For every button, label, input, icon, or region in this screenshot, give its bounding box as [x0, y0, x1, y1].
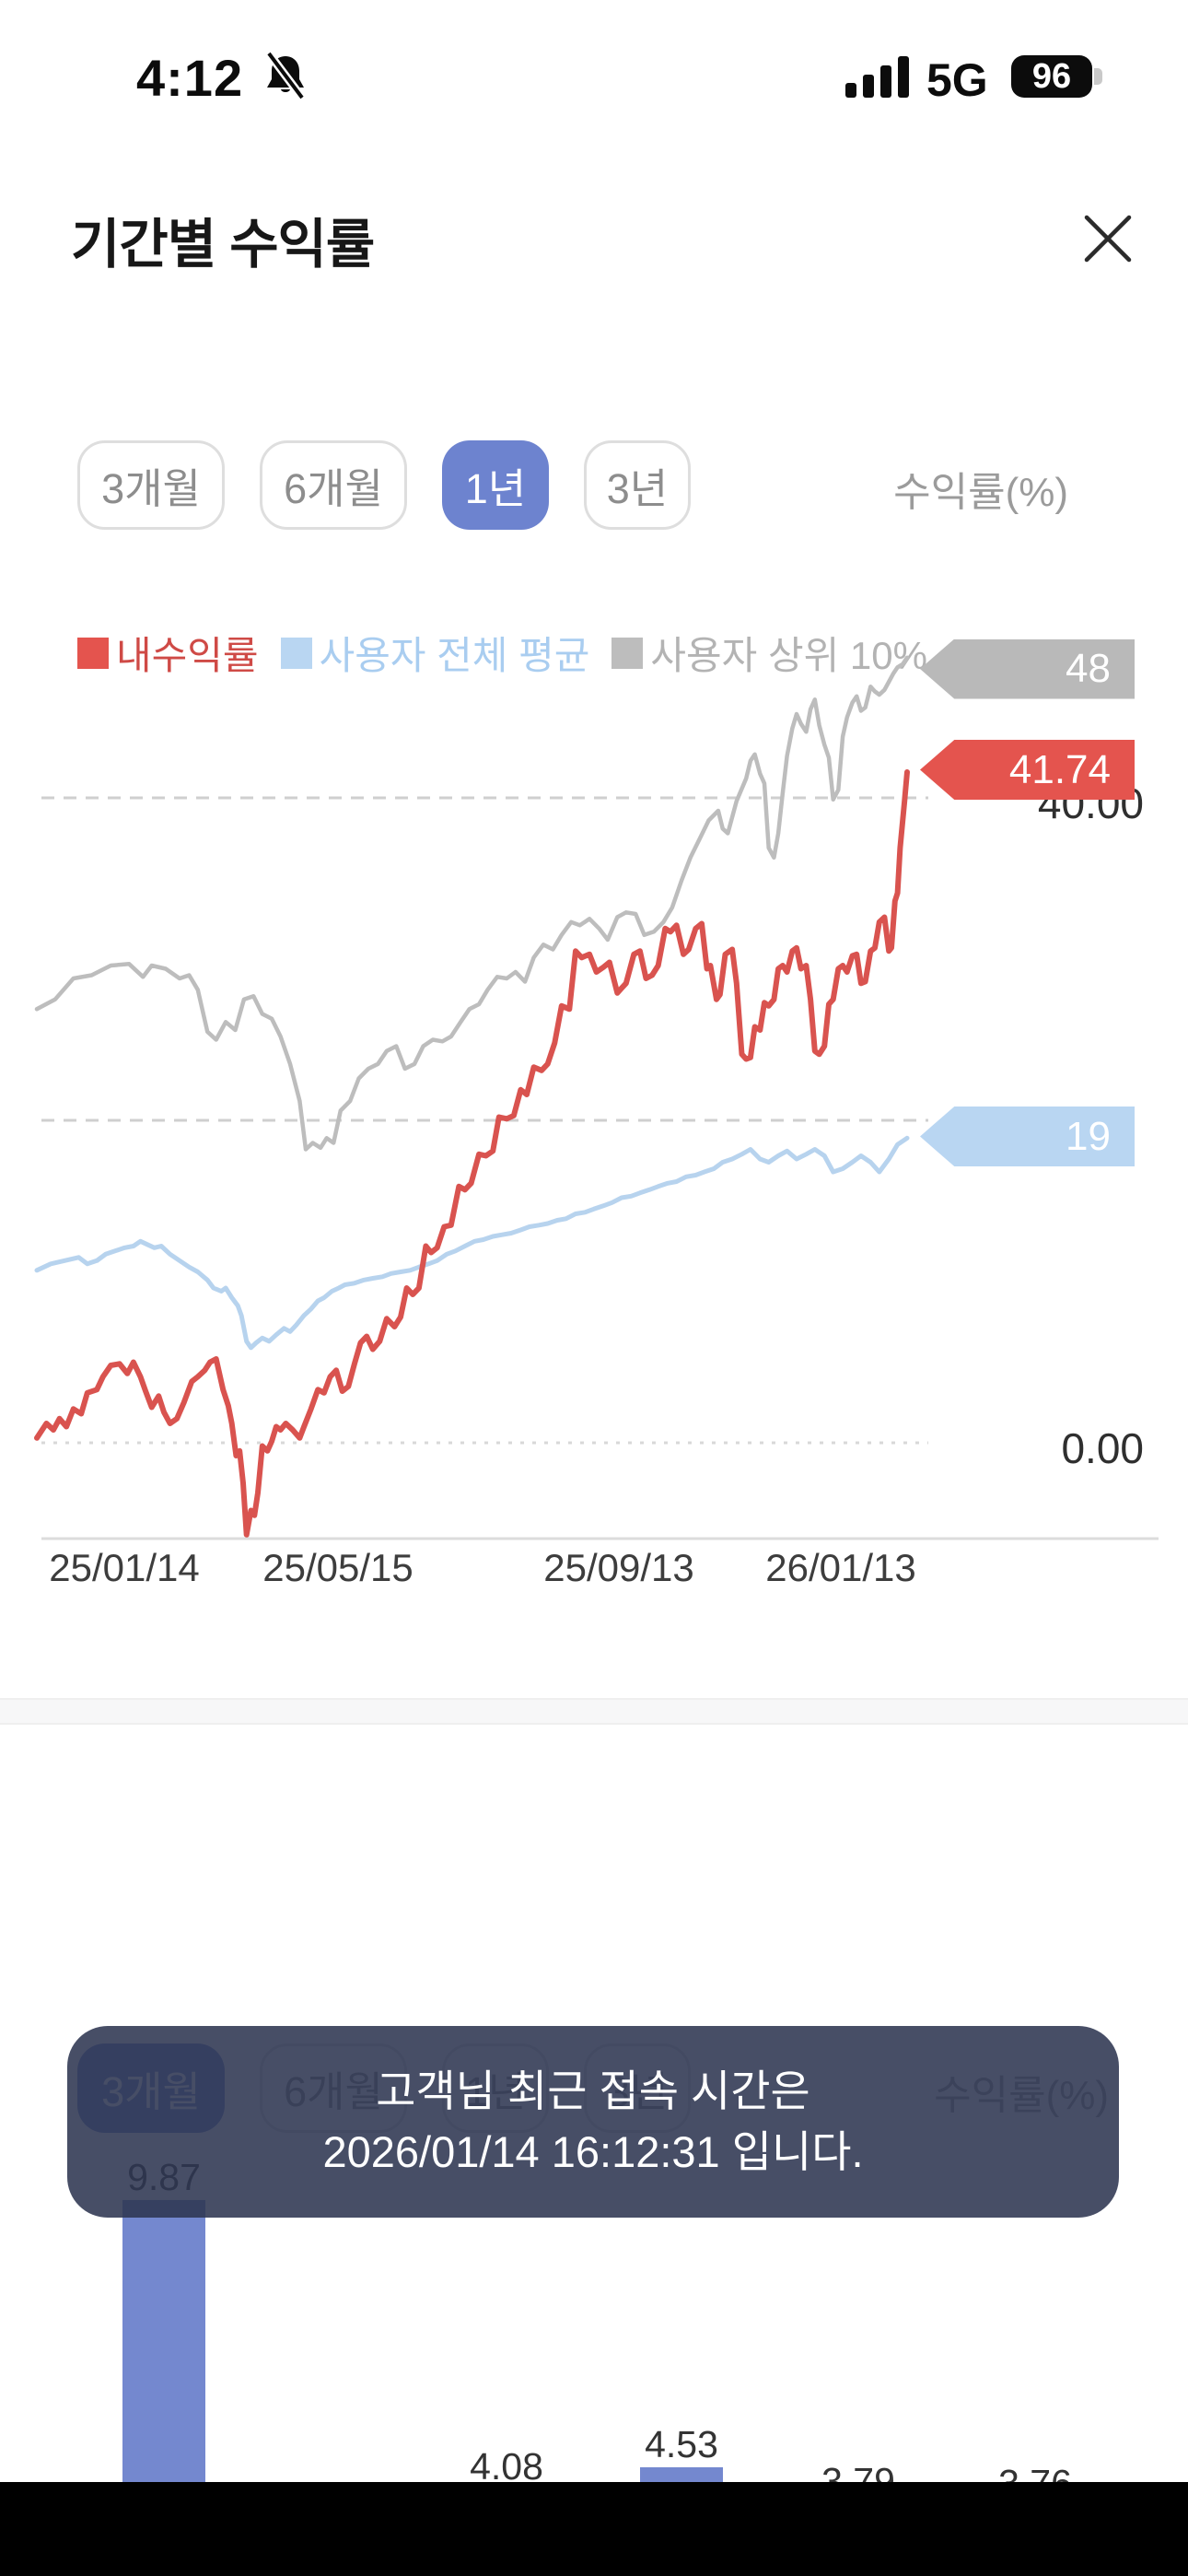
legend-label-top10: 사용자 상위 10%: [650, 634, 927, 677]
tab-3year[interactable]: 3년: [584, 440, 691, 530]
last-access-toast: 고객님 최근 접속 시간은 2026/01/14 16:12:31 입니다.: [67, 2026, 1119, 2218]
close-icon[interactable]: [1079, 210, 1136, 267]
value-tag-my-return-text: 41.74: [1008, 746, 1111, 792]
legend-swatch-red: [77, 637, 109, 669]
value-tag-average: 19: [920, 1107, 1135, 1166]
network-type-label: 5G: [926, 54, 988, 106]
unit-label: 수익률(%): [893, 470, 1068, 515]
legend-top10: 사용자 상위 10%: [611, 625, 927, 681]
toast-line2: 2026/01/14 16:12:31 입니다.: [322, 2127, 864, 2176]
legend-user-average: 사용자 전체 평균: [280, 625, 590, 681]
legend-label-my-return: 내수익률: [116, 634, 259, 677]
legend-label-user-average: 사용자 전체 평균: [319, 634, 590, 677]
returns-line-chart: [34, 655, 1159, 1540]
bar-value-label-1: 4.08: [470, 2445, 543, 2488]
x-tick-4: 26/01/13: [765, 1546, 916, 1589]
tab-6month-label: 6개월: [284, 465, 383, 512]
legend-swatch-blue: [280, 637, 312, 669]
tab-3year-label: 3년: [606, 465, 669, 512]
legend-swatch-gray: [611, 637, 644, 669]
value-tag-top10: 48: [920, 638, 1135, 699]
bottom-black-region: [0, 2482, 1188, 2576]
chart-legend: 내수익률 사용자 전체 평균 사용자 상위 10%: [77, 625, 949, 681]
tab-1year[interactable]: 1년: [442, 440, 549, 530]
x-tick-3: 25/09/13: [543, 1546, 694, 1589]
tab-1year-label: 1년: [464, 465, 527, 512]
x-tick-2: 25/05/15: [262, 1546, 413, 1589]
bar-value-label-2: 4.53: [645, 2423, 718, 2466]
value-tag-average-text: 19: [1066, 1113, 1111, 1159]
notifications-muted-icon: [265, 51, 306, 100]
tab-6month[interactable]: 6개월: [260, 440, 407, 530]
tab-3month-label: 3개월: [101, 465, 201, 512]
toast-line1: 고객님 최근 접속 시간은: [376, 2067, 810, 2115]
battery-icon: 96: [1011, 55, 1092, 98]
value-tag-my-return: 41.74: [920, 740, 1135, 801]
value-tag-top10-text: 48: [1066, 646, 1111, 691]
battery-percent: 96: [1031, 56, 1072, 96]
status-time: 4:12: [136, 49, 244, 107]
section-divider: [0, 1698, 1188, 1725]
signal-strength-icon: [845, 56, 909, 98]
series-average: [34, 1135, 910, 1351]
battery-nub: [1094, 68, 1102, 85]
y-axis-label-0: 0.00: [1061, 1424, 1144, 1472]
series-top10: [34, 655, 910, 1152]
x-tick-1: 25/01/14: [49, 1546, 200, 1589]
series-mine: [34, 769, 910, 1538]
tab-3month[interactable]: 3개월: [77, 440, 225, 530]
page-title: 기간별 수익률: [71, 215, 375, 275]
legend-my-return: 내수익률: [77, 625, 259, 681]
